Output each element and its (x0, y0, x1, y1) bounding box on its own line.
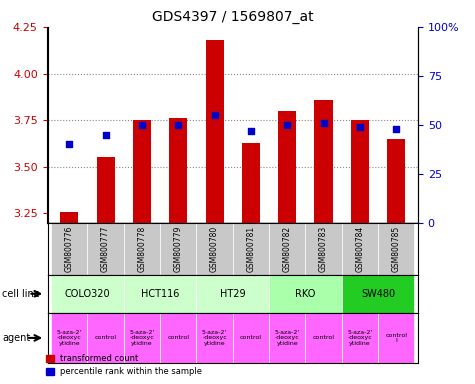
Bar (278, 111, 296, 223)
Bar (87, 223, 124, 275)
Bar (169, 118, 187, 223)
Text: control: control (167, 335, 189, 341)
Text: HCT116: HCT116 (141, 289, 179, 299)
Bar (314, 99, 332, 223)
Point (247, 127, 255, 134)
Point (284, 122, 291, 128)
Text: GSM800783: GSM800783 (319, 225, 328, 272)
Text: 5-aza-2'
-deoxyc
ytidine: 5-aza-2' -deoxyc ytidine (202, 329, 227, 346)
Bar (197, 223, 233, 275)
Bar (160, 313, 197, 363)
Point (138, 122, 146, 128)
Bar (305, 313, 342, 363)
Bar (351, 120, 369, 223)
Bar (269, 275, 342, 313)
Bar (96, 157, 114, 223)
Bar (124, 313, 160, 363)
Bar (342, 223, 378, 275)
Bar (87, 313, 124, 363)
Bar (197, 275, 269, 313)
Bar (51, 313, 87, 363)
Bar (342, 313, 378, 363)
Text: 5-aza-2'
-deoxyc
ytidine: 5-aza-2' -deoxyc ytidine (57, 329, 82, 346)
Bar (387, 139, 405, 223)
Bar (305, 223, 342, 275)
Text: cell line: cell line (2, 289, 40, 299)
Text: agent: agent (2, 333, 30, 343)
Text: GSM800781: GSM800781 (247, 225, 256, 272)
Point (320, 120, 327, 126)
Bar (124, 223, 160, 275)
Text: control: control (95, 335, 117, 341)
Text: GSM800784: GSM800784 (355, 225, 364, 272)
Text: GSM800782: GSM800782 (283, 225, 292, 272)
Text: GSM800779: GSM800779 (174, 225, 183, 272)
Text: SW480: SW480 (361, 289, 395, 299)
Text: GSM800780: GSM800780 (210, 225, 219, 272)
Text: 5-aza-2'
-deoxyc
ytidine: 5-aza-2' -deoxyc ytidine (347, 329, 372, 346)
Point (356, 124, 364, 130)
Bar (378, 313, 414, 363)
Text: control
l: control l (385, 333, 407, 343)
Text: control: control (313, 335, 334, 341)
Text: GSM800785: GSM800785 (392, 225, 401, 272)
Text: COLO320: COLO320 (65, 289, 110, 299)
Bar (242, 142, 260, 223)
Bar (269, 223, 305, 275)
Text: RKO: RKO (295, 289, 315, 299)
Bar (206, 40, 224, 223)
Bar (197, 313, 233, 363)
Bar (233, 313, 269, 363)
Bar (269, 313, 305, 363)
Title: GDS4397 / 1569807_at: GDS4397 / 1569807_at (152, 10, 314, 25)
Bar (378, 223, 414, 275)
Text: GSM800777: GSM800777 (101, 225, 110, 272)
Text: 5-aza-2'
-deoxyc
ytidine: 5-aza-2' -deoxyc ytidine (129, 329, 154, 346)
Text: 5-aza-2'
-deoxyc
ytidine: 5-aza-2' -deoxyc ytidine (275, 329, 300, 346)
Point (102, 131, 109, 138)
Point (392, 126, 400, 132)
Bar (133, 120, 151, 223)
Legend: transformed count, percentile rank within the sample: transformed count, percentile rank withi… (42, 351, 206, 380)
Point (211, 112, 218, 118)
Point (66, 141, 73, 147)
Bar (342, 275, 414, 313)
Bar (60, 212, 78, 223)
Bar (51, 275, 124, 313)
Point (174, 122, 182, 128)
Text: GSM800778: GSM800778 (137, 225, 146, 272)
Bar (160, 223, 197, 275)
Text: HT29: HT29 (220, 289, 246, 299)
Text: GSM800776: GSM800776 (65, 225, 74, 272)
Bar (233, 223, 269, 275)
Text: control: control (240, 335, 262, 341)
Bar (51, 223, 87, 275)
Bar (124, 275, 197, 313)
